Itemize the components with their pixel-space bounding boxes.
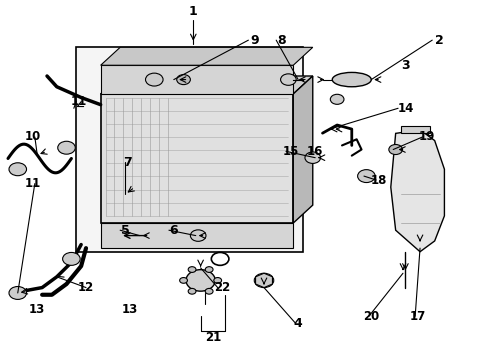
Text: 2: 2 (434, 33, 443, 47)
Text: 19: 19 (418, 130, 435, 144)
Circle shape (9, 163, 26, 176)
Text: 17: 17 (408, 310, 425, 323)
Text: 11: 11 (24, 177, 41, 190)
Polygon shape (101, 47, 312, 65)
Circle shape (213, 278, 221, 283)
Ellipse shape (331, 72, 370, 87)
Circle shape (280, 74, 296, 85)
Text: 11: 11 (70, 95, 87, 108)
Text: 3: 3 (400, 59, 409, 72)
Polygon shape (390, 130, 444, 252)
Bar (76, 47, 303, 252)
Polygon shape (101, 76, 312, 94)
Circle shape (188, 267, 196, 273)
Text: 18: 18 (369, 174, 386, 186)
Bar (400, 126, 429, 134)
Text: 14: 14 (396, 102, 413, 115)
Bar (101, 65, 293, 94)
Polygon shape (255, 273, 272, 288)
Circle shape (357, 170, 374, 183)
Circle shape (205, 288, 213, 294)
Text: 8: 8 (276, 33, 285, 47)
Circle shape (176, 75, 190, 85)
Text: 13: 13 (122, 303, 138, 316)
Text: 1: 1 (188, 5, 197, 18)
Text: 5: 5 (121, 224, 129, 237)
Circle shape (185, 270, 215, 291)
Bar (101, 94, 293, 223)
Circle shape (330, 94, 343, 104)
Circle shape (9, 287, 26, 300)
Circle shape (179, 278, 187, 283)
Text: 21: 21 (204, 331, 221, 344)
Circle shape (188, 288, 196, 294)
Text: 4: 4 (293, 317, 302, 330)
Circle shape (305, 152, 320, 163)
Circle shape (62, 252, 80, 265)
Text: 15: 15 (282, 145, 298, 158)
Text: 10: 10 (24, 130, 41, 144)
Circle shape (388, 144, 402, 154)
Text: 22: 22 (214, 281, 230, 294)
Polygon shape (293, 76, 312, 223)
Text: 7: 7 (123, 156, 132, 168)
Circle shape (254, 273, 273, 288)
Text: 16: 16 (306, 145, 323, 158)
Circle shape (58, 141, 75, 154)
Text: 6: 6 (169, 224, 178, 237)
Bar (101, 223, 293, 248)
Circle shape (145, 73, 163, 86)
Text: 20: 20 (363, 310, 379, 323)
Text: 12: 12 (78, 281, 94, 294)
Text: 13: 13 (29, 303, 45, 316)
Circle shape (205, 267, 213, 273)
Text: 9: 9 (249, 33, 258, 47)
Circle shape (190, 230, 205, 241)
